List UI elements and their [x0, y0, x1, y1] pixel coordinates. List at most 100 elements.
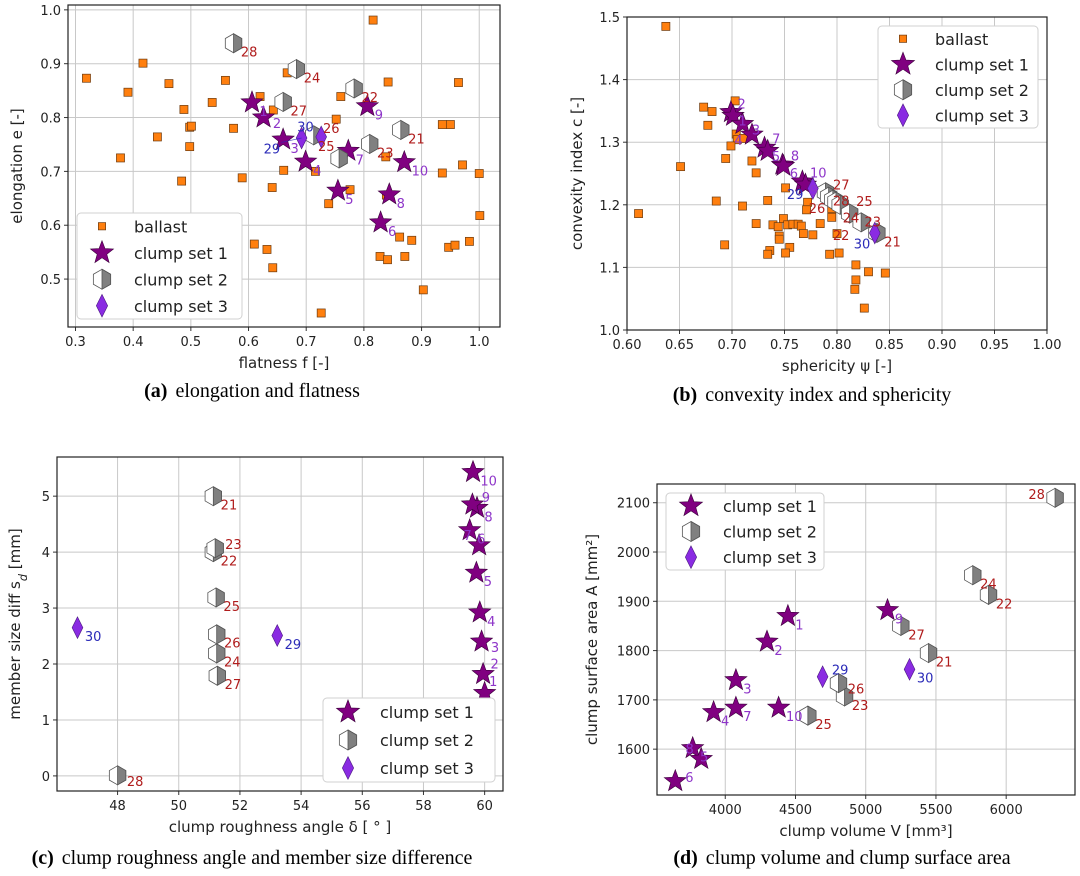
point-label: 10 [810, 166, 827, 181]
star-point [471, 661, 495, 685]
point-label: 10 [786, 710, 803, 725]
legend-label: clump set 2 [935, 81, 1029, 100]
point-label: 22 [833, 229, 850, 244]
square-point [179, 105, 189, 114]
point-label: 10 [412, 165, 429, 180]
hexagon-point [208, 624, 226, 645]
series-clump-set-2 [799, 487, 1064, 726]
square-point [711, 196, 721, 206]
x-axis-label: flatness f [-] [239, 354, 330, 372]
legend-box [877, 25, 1039, 129]
square-point [450, 240, 460, 250]
x-tick-label: 0.80 [823, 338, 852, 353]
star-point [701, 699, 726, 723]
legend-square-icon [899, 34, 907, 43]
legend-hexagon-icon [92, 268, 112, 290]
square-point [116, 153, 125, 163]
series-clump-set-3 [71, 616, 283, 647]
legend-label: clump set 3 [134, 297, 228, 316]
point-label: 1 [489, 675, 497, 690]
hexagon-point [829, 672, 848, 694]
square-point [781, 248, 790, 258]
point-label: 10 [480, 474, 497, 489]
hexagon-right-half [972, 564, 982, 586]
hexagon-point [287, 58, 306, 80]
point-label: 25 [318, 140, 335, 155]
legend-label: clump set 3 [380, 759, 474, 778]
series-clump-set-1 [240, 90, 417, 233]
point-label: 27 [225, 678, 242, 693]
square-point [634, 209, 643, 218]
point-label: 30 [917, 672, 934, 687]
square-point [726, 141, 736, 151]
legend-diamond-icon [684, 545, 698, 570]
y-tick-label: 0.6 [40, 219, 61, 234]
hexagon-right-half [844, 686, 854, 707]
x-tick-label: 1.0 [469, 335, 490, 350]
point-label: 1 [738, 115, 746, 130]
y-tick-label: 2100 [617, 497, 650, 512]
square-point [445, 120, 455, 129]
x-tick-label: 0.7 [296, 335, 317, 350]
square-point [400, 252, 410, 261]
series-clump-set-2 [108, 485, 226, 786]
point-label: 25 [856, 195, 873, 210]
legend-square-icon [98, 222, 106, 231]
caption: (d) clump volume and clump surface area [673, 847, 1010, 869]
square-point [454, 78, 463, 87]
plot-a: 0.3 0.4 0.5 0.6 0.7 0.8 0.9 1.0 0.5 0.6 0.7 0.8 0.9 1… [8, 4, 501, 402]
hexagon-right-half [215, 587, 225, 608]
point-label: 4 [734, 134, 742, 149]
square-point [262, 245, 272, 254]
caption: (c) clump roughness angle and member size… [32, 847, 473, 869]
x-tick-label: 0.65 [665, 338, 694, 353]
star-point [755, 138, 780, 161]
y-tick-label: 1900 [617, 595, 650, 610]
hexagon-right-half [296, 58, 306, 80]
star-point [755, 629, 779, 652]
square-point [229, 123, 238, 133]
point-label: 22 [221, 554, 238, 569]
plot-frame [67, 4, 501, 328]
point-label: 29 [832, 663, 849, 678]
hexagon-right-half [338, 148, 348, 169]
hexagon-point [345, 78, 363, 99]
caption-text: clump roughness angle and member size di… [62, 847, 473, 869]
y-tick-label: 3 [42, 602, 50, 617]
plot-b: 0.60 0.65 0.70 0.75 0.80 0.85 0.90 0.95 1.00 1.0 1… [568, 11, 1061, 406]
y-tick-label: 1600 [617, 743, 650, 758]
hexagon-right-half [838, 672, 848, 694]
x-tick-label: 52 [232, 799, 249, 814]
legend-star-icon [89, 239, 115, 264]
x-tick-label: 4500 [779, 803, 812, 818]
series-ballast [634, 21, 890, 313]
y-tick-label: 1 [42, 714, 50, 729]
square-point [802, 205, 811, 215]
point-label: 23 [225, 538, 242, 553]
star-point [766, 695, 791, 718]
series-clump-set-1 [663, 597, 900, 792]
square-point [763, 249, 773, 259]
point-label: 29 [285, 638, 302, 653]
caption-label: (d) [673, 847, 697, 869]
y-tick-label: 5 [42, 490, 50, 505]
point-label: 28 [241, 46, 258, 61]
y-tick-label: 2 [42, 658, 50, 673]
legend-label: clump set 1 [723, 497, 817, 516]
point-label: 22 [996, 597, 1013, 612]
series-ballast [82, 15, 485, 318]
x-tick-label: 54 [293, 799, 310, 814]
legend-box [665, 492, 825, 571]
square-point [82, 73, 91, 83]
square-point [418, 285, 428, 295]
square-point [123, 87, 133, 97]
point-label: 3 [743, 683, 751, 698]
point-label: 9 [375, 109, 383, 124]
y-tick-label: 0.7 [40, 165, 61, 180]
hexagon-right-half [212, 485, 222, 507]
hexagon-point [919, 642, 938, 664]
square-point [676, 162, 685, 172]
diamond-point [271, 623, 283, 647]
